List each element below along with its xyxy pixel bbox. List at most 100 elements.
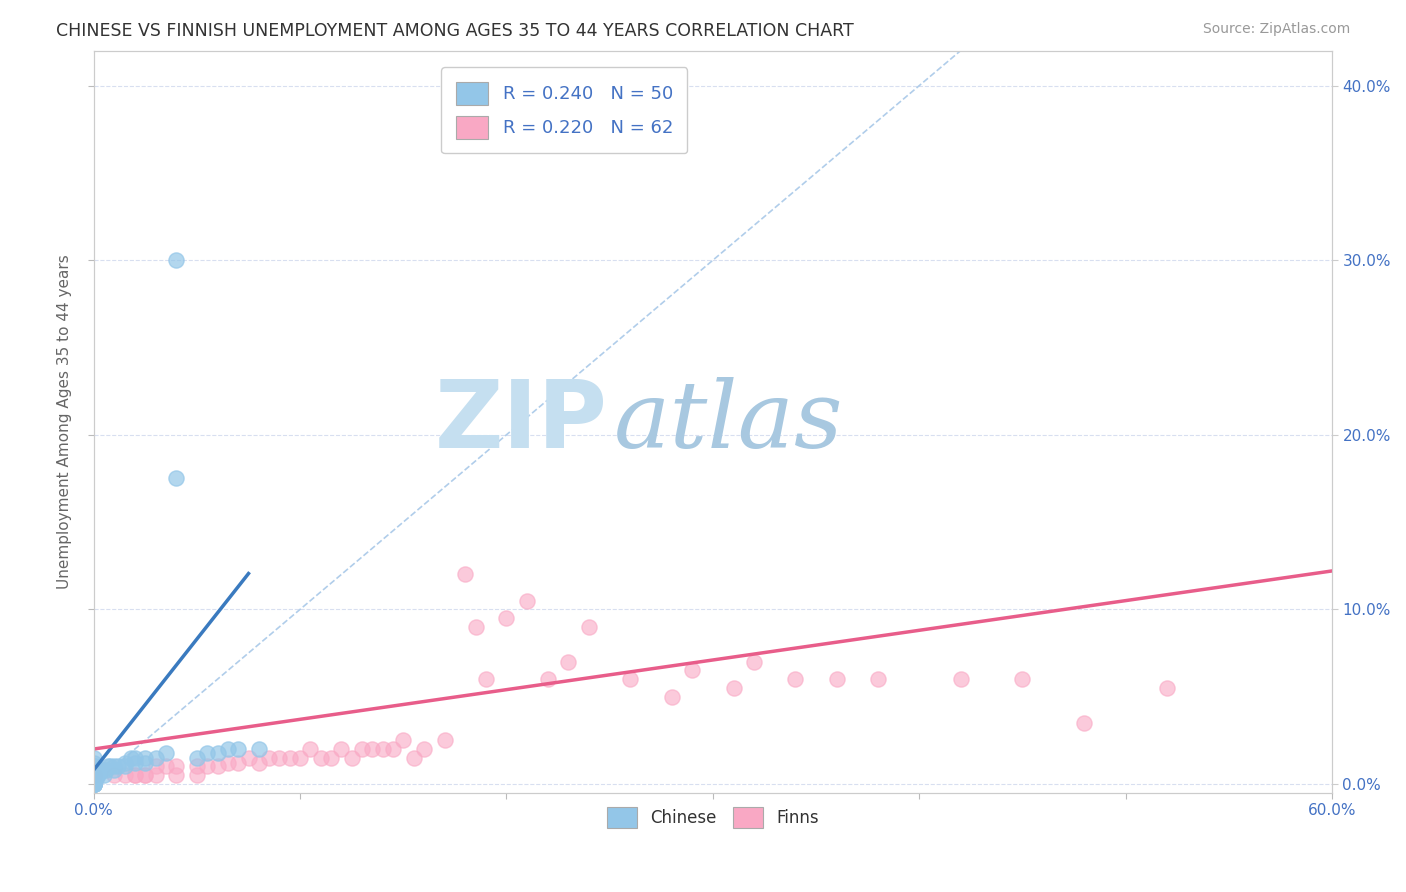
Point — [165, 471, 187, 485]
Point — [330, 742, 353, 756]
Point — [723, 681, 745, 695]
Point — [83, 768, 105, 782]
Point — [83, 768, 105, 782]
Legend: Chinese, Finns: Chinese, Finns — [599, 798, 827, 837]
Point — [83, 768, 105, 782]
Point — [114, 768, 136, 782]
Point — [83, 759, 105, 773]
Point — [145, 768, 167, 782]
Point — [226, 742, 249, 756]
Point — [83, 777, 105, 791]
Point — [949, 672, 972, 686]
Point — [392, 733, 415, 747]
Point — [83, 777, 105, 791]
Point — [83, 750, 105, 764]
Point — [785, 672, 807, 686]
Point — [866, 672, 889, 686]
Point — [454, 567, 477, 582]
Point — [83, 768, 105, 782]
Point — [89, 764, 111, 779]
Point — [217, 756, 239, 770]
Point — [516, 593, 538, 607]
Point — [165, 768, 187, 782]
Point — [247, 742, 270, 756]
Point — [619, 672, 641, 686]
Text: CHINESE VS FINNISH UNEMPLOYMENT AMONG AGES 35 TO 44 YEARS CORRELATION CHART: CHINESE VS FINNISH UNEMPLOYMENT AMONG AG… — [56, 22, 853, 40]
Point — [124, 768, 146, 782]
Point — [134, 768, 156, 782]
Point — [238, 750, 260, 764]
Point — [124, 756, 146, 770]
Point — [557, 655, 579, 669]
Point — [195, 759, 218, 773]
Point — [402, 750, 425, 764]
Point — [226, 756, 249, 770]
Point — [309, 750, 332, 764]
Point — [83, 768, 105, 782]
Point — [145, 759, 167, 773]
Point — [1156, 681, 1178, 695]
Point — [195, 746, 218, 760]
Point — [83, 756, 105, 770]
Point — [114, 759, 136, 773]
Point — [578, 620, 600, 634]
Point — [98, 759, 121, 773]
Point — [155, 759, 177, 773]
Point — [83, 768, 105, 782]
Point — [83, 777, 105, 791]
Point — [83, 777, 105, 791]
Point — [103, 759, 125, 773]
Y-axis label: Unemployment Among Ages 35 to 44 years: Unemployment Among Ages 35 to 44 years — [58, 254, 72, 589]
Text: atlas: atlas — [614, 376, 844, 467]
Text: Source: ZipAtlas.com: Source: ZipAtlas.com — [1202, 22, 1350, 37]
Point — [288, 750, 311, 764]
Point — [120, 750, 142, 764]
Point — [134, 756, 156, 770]
Point — [83, 759, 105, 773]
Point — [413, 742, 436, 756]
Point — [83, 777, 105, 791]
Point — [825, 672, 848, 686]
Point — [186, 768, 208, 782]
Point — [103, 763, 125, 777]
Point — [83, 777, 105, 791]
Point — [83, 777, 105, 791]
Point — [83, 777, 105, 791]
Point — [1073, 715, 1095, 730]
Point — [134, 750, 156, 764]
Point — [269, 750, 291, 764]
Point — [257, 750, 280, 764]
Point — [145, 750, 167, 764]
Point — [681, 664, 703, 678]
Point — [217, 742, 239, 756]
Point — [83, 768, 105, 782]
Point — [94, 763, 117, 777]
Point — [186, 759, 208, 773]
Point — [83, 764, 105, 779]
Point — [114, 756, 136, 770]
Point — [299, 742, 322, 756]
Point — [350, 742, 373, 756]
Point — [340, 750, 363, 764]
Point — [1011, 672, 1033, 686]
Point — [107, 759, 129, 773]
Point — [155, 746, 177, 760]
Point — [361, 742, 384, 756]
Point — [382, 742, 405, 756]
Point — [247, 756, 270, 770]
Point — [83, 777, 105, 791]
Point — [83, 777, 105, 791]
Point — [87, 768, 110, 782]
Point — [661, 690, 683, 704]
Point — [103, 768, 125, 782]
Point — [134, 768, 156, 782]
Point — [186, 750, 208, 764]
Point — [207, 746, 229, 760]
Point — [165, 759, 187, 773]
Point — [97, 759, 120, 773]
Point — [495, 611, 517, 625]
Point — [319, 750, 342, 764]
Point — [83, 763, 105, 777]
Point — [124, 768, 146, 782]
Point — [83, 768, 105, 782]
